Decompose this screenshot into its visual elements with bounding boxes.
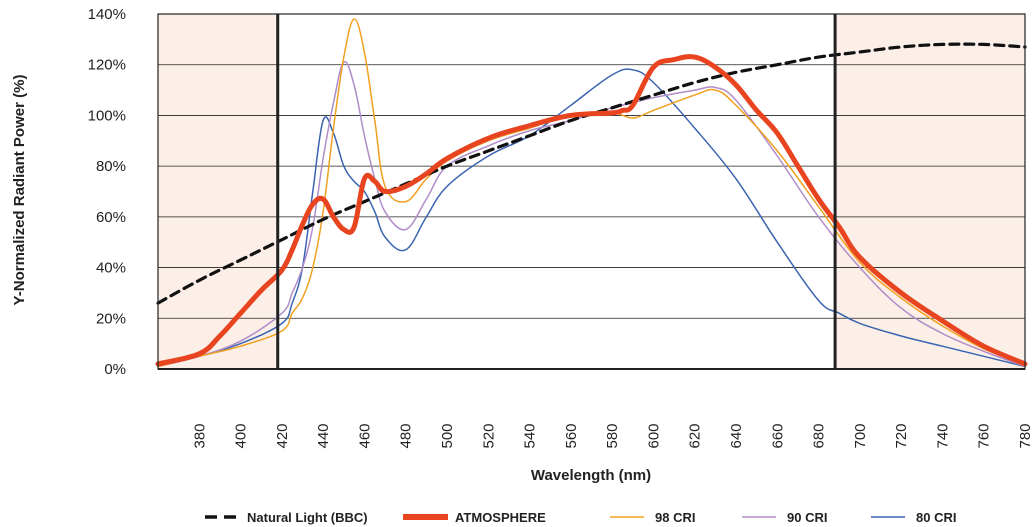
x-tick-label: 540 <box>522 423 539 448</box>
x-tick-label: 460 <box>356 423 373 448</box>
legend-label: 98 CRI <box>655 510 695 525</box>
x-tick-label: 380 <box>191 423 208 448</box>
x-axis-title: Wavelength (nm) <box>531 467 651 484</box>
shaded-region-0 <box>158 14 278 369</box>
y-axis-title: Y-Normalized Radiant Power (%) <box>11 75 28 306</box>
legend-item-80-cri: 80 CRI <box>871 510 956 525</box>
legend-label: 90 CRI <box>787 510 827 525</box>
x-tick-label: 740 <box>934 423 951 448</box>
legend-item-90-cri: 90 CRI <box>742 510 827 525</box>
y-axis-ticks: 0% 20% 40% 60% 80% 100% 120% 140% <box>88 6 126 378</box>
x-tick-label: 440 <box>315 423 332 448</box>
legend-item-atmosphere: ATMOSPHERE <box>403 510 546 525</box>
x-tick-label: 580 <box>604 423 621 448</box>
series-lines <box>155 18 1028 368</box>
gridlines <box>158 64 1025 319</box>
x-tick-label: 760 <box>976 423 993 448</box>
x-tick-label: 680 <box>811 423 828 448</box>
x-tick-label: 520 <box>480 423 497 448</box>
x-tick-label: 500 <box>439 423 456 448</box>
x-tick-label: 700 <box>852 423 869 448</box>
y-tick-label: 0% <box>104 361 126 378</box>
x-tick-label: 600 <box>645 423 662 448</box>
shaded-regions <box>158 14 1025 369</box>
x-tick-label: 720 <box>893 423 910 448</box>
plot-frame <box>157 13 1026 370</box>
x-tick-label: 780 <box>1017 423 1034 448</box>
legend-label: Natural Light (BBC) <box>247 510 368 525</box>
y-tick-label: 40% <box>96 260 126 277</box>
x-tick-label: 640 <box>728 423 745 448</box>
legend-item-98-cri: 98 CRI <box>610 510 695 525</box>
y-tick-label: 20% <box>96 310 126 327</box>
y-tick-label: 120% <box>88 57 126 74</box>
legend-label: ATMOSPHERE <box>455 510 546 525</box>
x-tick-label: 620 <box>687 423 704 448</box>
x-tick-label: 420 <box>274 423 291 448</box>
legend-label: 80 CRI <box>916 510 956 525</box>
y-tick-label: 80% <box>96 158 126 175</box>
x-tick-label: 400 <box>233 423 250 448</box>
x-tick-label: 480 <box>398 423 415 448</box>
series-line-atmosphere <box>155 54 1028 367</box>
y-tick-label: 100% <box>88 107 126 124</box>
legend-item-natural-light-bbc: Natural Light (BBC) <box>205 510 368 525</box>
series-line-80-cri <box>157 68 1026 368</box>
x-tick-label: 660 <box>769 423 786 448</box>
y-tick-label: 60% <box>96 209 126 226</box>
shaded-region-1 <box>835 14 1025 369</box>
y-tick-label: 140% <box>88 6 126 23</box>
legend: Natural Light (BBC) ATMOSPHERE 98 CRI 90 CR… <box>205 510 956 525</box>
x-axis-ticks: 380 400 420 440 460 480 500 520 540 560 580 600 620 6… <box>191 423 1034 448</box>
x-tick-label: 560 <box>563 423 580 448</box>
